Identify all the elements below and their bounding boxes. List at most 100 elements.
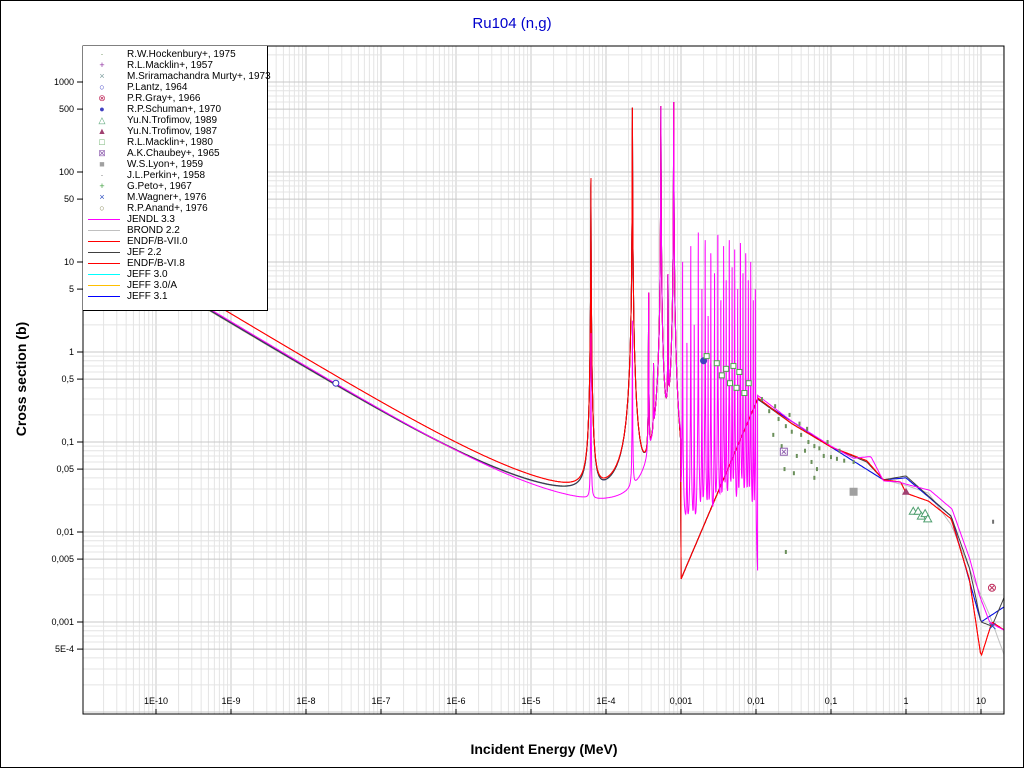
legend-line-swatch: [88, 296, 120, 297]
data-point-mark: [920, 508, 931, 518]
axes: 1E-10 1E-9 1E-8 1E-7 1E-6 1E-5 1E-4 0,001 0,01 0,…: [51, 77, 986, 714]
legend-entry: △ Yu.N.Trofimov, 1989: [83, 115, 268, 126]
legend-label: Yu.N.Trofimov, 1987: [127, 126, 218, 137]
legend-entry: ○ R.P.Anand+, 1976: [83, 203, 268, 214]
legend-label: A.K.Chaubey+, 1965: [127, 148, 220, 159]
data-point-mark: [784, 424, 787, 429]
legend-line-swatch: [88, 263, 120, 264]
y-tick-label: 1: [69, 347, 74, 357]
legend-entry: + G.Peto+, 1967: [83, 181, 268, 192]
legend-marker-icon: ○: [99, 203, 105, 213]
data-point-mark: [768, 409, 771, 414]
legend-label: JEFF 3.1: [127, 291, 168, 302]
data-point: [826, 440, 829, 444]
data-point-mark: [784, 549, 787, 554]
data-point: [807, 440, 810, 444]
data-point: [713, 360, 720, 367]
data-point-mark: [772, 432, 775, 437]
data-point-mark: [815, 467, 818, 472]
legend-entry: □ R.L.Macklin+, 1980: [83, 137, 268, 148]
data-point-mark: [922, 513, 933, 523]
data-point: [835, 456, 838, 461]
legend-entry: ○ P.Lantz, 1964: [83, 82, 268, 93]
legend-line-swatch: [88, 230, 120, 231]
data-point-mark: [713, 360, 720, 367]
y-tick-label: 50: [64, 194, 74, 204]
legend-label: J.L.Perkin+, 1958: [127, 170, 206, 181]
data-point-mark: [780, 444, 783, 449]
legend-entry: ● R.P.Schuman+, 1970: [83, 104, 268, 115]
x-tick-label: 1E-9: [221, 696, 240, 706]
data-point: [987, 583, 996, 592]
experiment-points: [332, 353, 996, 630]
data-point: [798, 421, 801, 426]
x-tick-label: 0,1: [825, 696, 838, 706]
data-point-mark: [989, 622, 996, 630]
data-point: [784, 424, 787, 429]
legend-entry: ENDF/B-VII.0: [83, 236, 268, 247]
data-point: [788, 412, 791, 417]
data-point-mark: [736, 368, 743, 375]
data-point-mark: [777, 417, 780, 422]
legend-entry: · J.L.Perkin+, 1958: [83, 170, 268, 181]
x-tick-label: 10: [976, 696, 986, 706]
data-point-mark: [835, 456, 838, 461]
legend-label: R.L.Macklin+, 1957: [127, 60, 213, 71]
legend-label: Yu.N.Trofimov, 1989: [127, 115, 218, 126]
data-point: [736, 368, 743, 375]
x-tick-label: 1E-10: [144, 696, 168, 706]
data-point-mark: [798, 421, 801, 426]
legend-label: JEFF 3.0: [127, 269, 168, 280]
legend-label: R.W.Hockenbury+, 1975: [127, 49, 236, 60]
legend-label: M.Wagner+, 1976: [127, 192, 207, 203]
legend-label: R.P.Anand+, 1976: [127, 203, 208, 214]
legend-entry: ▲ Yu.N.Trofimov, 1987: [83, 126, 268, 137]
data-point: [726, 380, 733, 387]
legend-entry: BROND 2.2: [83, 225, 268, 236]
legend-label: JENDL 3.3: [127, 214, 175, 225]
data-point-mark: [818, 446, 821, 451]
data-point: [795, 453, 798, 458]
data-point: [810, 459, 813, 464]
data-point: [806, 426, 809, 431]
y-tick-label: 0,5: [61, 374, 74, 384]
legend: · R.W.Hockenbury+, 1975 + R.L.Macklin+, 195…: [83, 46, 271, 311]
legend-marker-icon: ○: [99, 82, 105, 92]
data-point-mark: [783, 467, 786, 472]
data-point: [723, 365, 730, 372]
data-point-mark: [810, 459, 813, 464]
legend-entry: ⊠ A.K.Chaubey+, 1965: [83, 148, 268, 159]
data-point-mark: [774, 404, 777, 409]
x-axis-label: Incident Energy (MeV): [470, 741, 618, 757]
data-point: [774, 404, 777, 409]
y-tick-label: 5E-4: [55, 644, 74, 654]
y-tick-label: 0,005: [51, 554, 74, 564]
data-point-mark: [992, 519, 995, 524]
x-tick-label: 1E-5: [521, 696, 540, 706]
legend-label: JEF 2.2: [127, 247, 162, 258]
data-point: [779, 447, 788, 456]
data-point: [745, 380, 752, 387]
legend-marker-icon: ●: [99, 104, 105, 114]
legend-line-swatch: [88, 285, 120, 286]
plot-border: [82, 45, 1005, 715]
legend-marker-icon: ▲: [97, 126, 107, 136]
legend-label: R.P.Schuman+, 1970: [127, 104, 222, 115]
data-point: [822, 453, 825, 458]
data-point: [768, 409, 771, 414]
data-point-x: [989, 585, 995, 591]
data-point: [777, 417, 780, 422]
y-tick-label: 10: [64, 257, 74, 267]
data-point: [818, 446, 821, 451]
data-point: [902, 487, 910, 495]
legend-marker-icon: ×: [99, 71, 105, 81]
data-point-mark: [849, 487, 858, 496]
legend-line-swatch: [88, 274, 120, 275]
legend-marker-icon: □: [99, 137, 105, 147]
legend-marker-icon: ·: [100, 170, 104, 180]
x-tick-label: 0,01: [747, 696, 765, 706]
legend-label: ENDF/B-VI.8: [127, 258, 185, 269]
data-point-mark: [807, 440, 810, 444]
data-point: [332, 379, 340, 387]
y-tick-label: 1000: [54, 77, 74, 87]
